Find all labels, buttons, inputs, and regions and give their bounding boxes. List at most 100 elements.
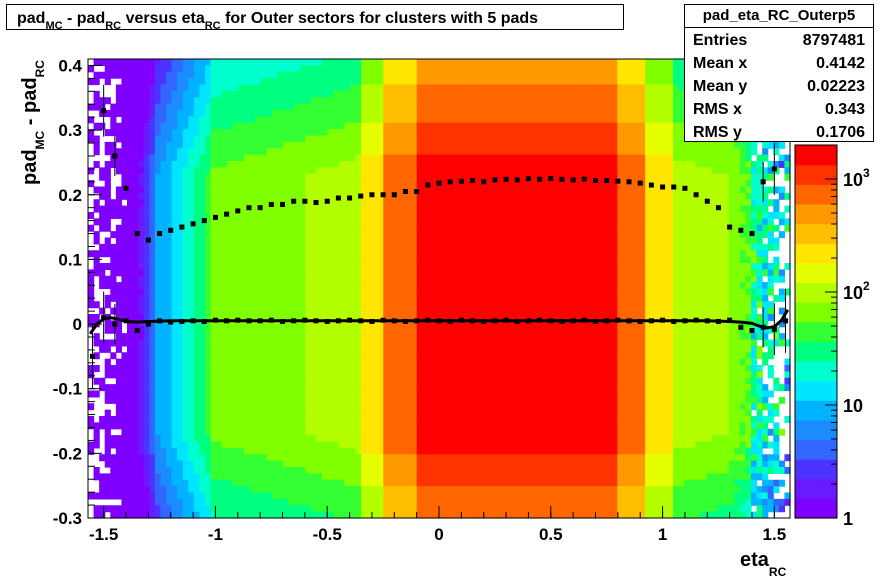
- heatmap-cell: [283, 384, 290, 392]
- heatmap-cell: [255, 90, 262, 98]
- heatmap-cell: [377, 161, 384, 168]
- heatmap-cell: [338, 71, 345, 79]
- heatmap-cell: [277, 396, 284, 404]
- heatmap-cell: [366, 384, 373, 392]
- heatmap-cell: [316, 473, 323, 481]
- heatmap-cell: [121, 479, 128, 487]
- heatmap-cell: [394, 282, 401, 290]
- heatmap-cell: [277, 467, 284, 474]
- heatmap-cell: [277, 486, 284, 494]
- heatmap-cell: [361, 116, 368, 124]
- heatmap-cell: [188, 103, 195, 111]
- heatmap-cell: [277, 428, 284, 436]
- heatmap-cell: [216, 103, 223, 111]
- heatmap-cell: [182, 454, 189, 462]
- heatmap-cell: [310, 416, 318, 423]
- heatmap-cell: [294, 129, 301, 137]
- heatmap-cell: [327, 460, 334, 468]
- heatmap-cell: [433, 505, 440, 513]
- heatmap-cell: [227, 505, 234, 513]
- heatmap-cell: [244, 511, 251, 519]
- heatmap-cell: [433, 173, 440, 181]
- heatmap-cell: [188, 294, 195, 302]
- heatmap-cell: [193, 396, 201, 404]
- heatmap-cell: [244, 173, 251, 181]
- heatmap-cell: [383, 320, 390, 328]
- heatmap-cell: [271, 148, 279, 156]
- heatmap-cell: [383, 435, 390, 443]
- heatmap-cell: [427, 237, 435, 245]
- heatmap-cell: [199, 447, 206, 455]
- heatmap-cell: [104, 422, 111, 430]
- heatmap-cell: [93, 473, 100, 481]
- heatmap-cell: [483, 314, 490, 321]
- heatmap-cell: [255, 224, 262, 232]
- heatmap-cell: [104, 180, 111, 188]
- heatmap-cell: [349, 467, 357, 474]
- heatmap-cell: [322, 377, 329, 385]
- heatmap-cell: [255, 435, 262, 443]
- heatmap-cell: [299, 154, 306, 162]
- heatmap-cell: [221, 65, 228, 73]
- heatmap-cell: [478, 492, 485, 500]
- heatmap-cell: [127, 326, 134, 334]
- heatmap-cell: [377, 263, 384, 270]
- heatmap-cell: [422, 129, 429, 137]
- heatmap-cell: [216, 186, 223, 194]
- heatmap-cell: [322, 218, 329, 226]
- heatmap-cell: [266, 288, 273, 296]
- heatmap-cell: [149, 180, 156, 188]
- heatmap-cell: [216, 479, 223, 487]
- heatmap-cell: [461, 205, 468, 213]
- heatmap-cell: [305, 186, 312, 194]
- heatmap-cell: [271, 205, 279, 213]
- heatmap-cell: [338, 243, 345, 251]
- heatmap-cell: [210, 416, 217, 423]
- heatmap-cell: [271, 269, 279, 277]
- heatmap-cell: [466, 352, 474, 360]
- heatmap-cell: [149, 454, 156, 462]
- heatmap-cell: [316, 492, 323, 500]
- heatmap-cell: [322, 441, 329, 449]
- heatmap-cell: [171, 409, 178, 417]
- heatmap-cell: [205, 396, 212, 404]
- heatmap-cell: [316, 479, 323, 487]
- heatmap-cell: [310, 352, 318, 360]
- heatmap-cell: [349, 116, 357, 124]
- heatmap-cell: [266, 416, 273, 423]
- heatmap-cell: [283, 390, 290, 398]
- heatmap-cell: [400, 384, 407, 392]
- heatmap-cell: [294, 161, 301, 168]
- heatmap-cell: [361, 307, 368, 315]
- heatmap-cell: [277, 409, 284, 417]
- heatmap-cell: [266, 90, 273, 98]
- heatmap-cell: [478, 333, 485, 341]
- heatmap-cell: [450, 416, 457, 423]
- heatmap-cell: [255, 275, 262, 283]
- heatmap-cell: [422, 90, 429, 98]
- heatmap-cell: [433, 269, 440, 277]
- heatmap-cell: [210, 396, 217, 404]
- heatmap-cell: [288, 460, 295, 468]
- heatmap-cell: [310, 59, 318, 66]
- heatmap-cell: [271, 71, 279, 79]
- heatmap-cell: [433, 186, 440, 194]
- heatmap-cell: [227, 409, 234, 417]
- heatmap-cell: [361, 173, 368, 181]
- heatmap-cell: [132, 416, 139, 423]
- heatmap-cell: [416, 384, 423, 392]
- heatmap-cell: [388, 173, 396, 181]
- heatmap-cell: [411, 97, 418, 105]
- heatmap-cell: [383, 199, 390, 207]
- heatmap-cell: [277, 237, 284, 245]
- heatmap-cell: [205, 511, 212, 519]
- heatmap-cell: [182, 263, 189, 270]
- heatmap-cell: [210, 339, 217, 347]
- heatmap-cell: [288, 141, 295, 149]
- heatmap-cell: [138, 358, 145, 366]
- heatmap-cell: [232, 65, 240, 73]
- heatmap-cell: [455, 498, 462, 506]
- heatmap-cell: [372, 396, 379, 404]
- heatmap-cell: [450, 396, 457, 404]
- heatmap-cell: [366, 84, 373, 92]
